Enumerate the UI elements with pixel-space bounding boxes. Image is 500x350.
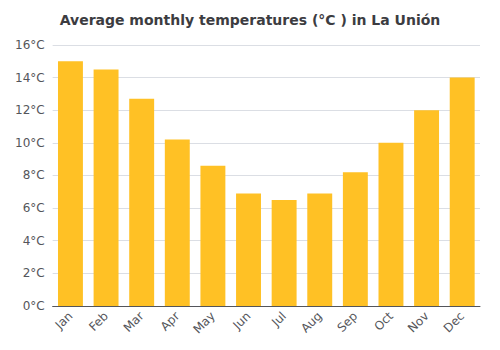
svg-text:Feb: Feb	[86, 309, 111, 334]
svg-text:Oct: Oct	[371, 309, 396, 334]
svg-text:Mar: Mar	[121, 309, 147, 335]
svg-text:May: May	[190, 309, 217, 336]
svg-text:14°C: 14°C	[15, 71, 45, 85]
svg-text:Jan: Jan	[52, 309, 76, 333]
svg-text:0°C: 0°C	[23, 299, 45, 313]
svg-text:8°C: 8°C	[23, 168, 45, 182]
svg-text:Jun: Jun	[230, 309, 254, 333]
svg-text:16°C: 16°C	[15, 38, 45, 52]
svg-text:Sep: Sep	[334, 309, 360, 335]
svg-text:Nov: Nov	[405, 309, 431, 335]
svg-text:Jul: Jul	[268, 309, 289, 330]
svg-text:Aug: Aug	[298, 309, 324, 335]
svg-text:2°C: 2°C	[23, 266, 45, 280]
svg-text:12°C: 12°C	[15, 103, 45, 117]
svg-text:Apr: Apr	[158, 309, 183, 334]
svg-text:Average monthly temperatures (: Average monthly temperatures (°C ) in La…	[60, 12, 441, 28]
svg-text:Dec: Dec	[441, 309, 467, 335]
svg-text:4°C: 4°C	[23, 234, 45, 248]
svg-text:6°C: 6°C	[23, 201, 45, 215]
svg-text:10°C: 10°C	[15, 136, 45, 150]
